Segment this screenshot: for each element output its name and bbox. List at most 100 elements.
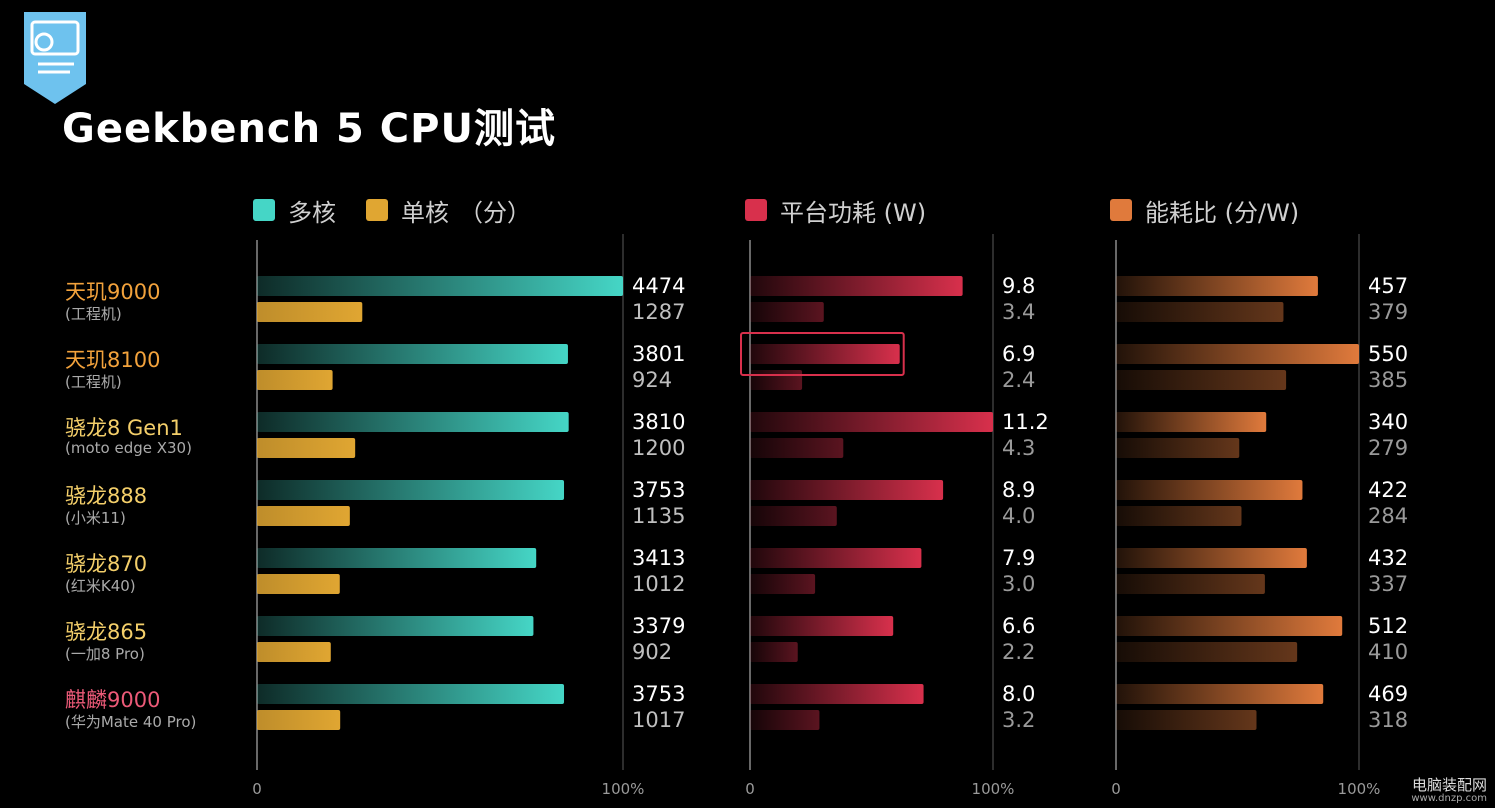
data-label: 3753	[632, 682, 685, 706]
data-label: 279	[1368, 436, 1408, 460]
bar-score-secondary	[257, 574, 340, 594]
bar-score-secondary	[257, 710, 341, 730]
bar-score-secondary	[257, 302, 363, 322]
data-label: 2.4	[1002, 368, 1035, 392]
data-label: 469	[1368, 682, 1408, 706]
device-note: (工程机)	[65, 305, 122, 323]
data-label: 340	[1368, 410, 1408, 434]
bar-power-primary	[750, 684, 924, 704]
bar-power-primary	[750, 616, 894, 636]
data-label: 550	[1368, 342, 1408, 366]
device-note: (小米11)	[65, 509, 126, 527]
bar-power-primary	[750, 480, 944, 500]
data-label: 3810	[632, 410, 685, 434]
bar-efficiency-primary	[1116, 616, 1343, 636]
data-label: 1287	[632, 300, 685, 324]
legend-swatch-multi	[253, 199, 275, 221]
bar-score-primary	[257, 344, 568, 364]
tick-label: 100%	[1338, 780, 1381, 798]
data-label: 422	[1368, 478, 1408, 502]
bar-power-secondary	[750, 370, 803, 390]
watermark: 电脑装配网 www.dnzp.com	[1411, 776, 1487, 804]
bar-efficiency-primary	[1116, 480, 1303, 500]
device-note: (moto edge X30)	[65, 439, 192, 457]
bar-power-primary	[750, 412, 993, 432]
data-label: 379	[1368, 300, 1408, 324]
legend-label-single: 单核	[401, 198, 449, 227]
legend-efficiency: 能耗比 (分/W)	[1110, 193, 1299, 227]
bar-score-secondary	[257, 642, 331, 662]
data-label: 6.9	[1002, 342, 1035, 366]
bar-power-secondary	[750, 574, 816, 594]
data-label: 432	[1368, 546, 1408, 570]
bar-power-secondary	[750, 506, 837, 526]
data-label: 3379	[632, 614, 685, 638]
page-title: Geekbench 5 CPU测试	[62, 106, 556, 152]
device-name: 天玑9000	[65, 280, 161, 304]
bar-efficiency-secondary	[1116, 710, 1257, 730]
legend-label-multi: 多核	[288, 198, 336, 227]
data-label: 512	[1368, 614, 1408, 638]
bar-score-secondary	[257, 506, 350, 526]
data-label: 337	[1368, 572, 1408, 596]
data-label: 6.6	[1002, 614, 1035, 638]
legend-label-efficiency: 能耗比 (分/W)	[1145, 198, 1300, 227]
bar-score-primary	[257, 412, 569, 432]
data-label: 3801	[632, 342, 685, 366]
legend-swatch-power	[745, 199, 767, 221]
bar-power-primary	[750, 276, 963, 296]
data-label: 8.0	[1002, 682, 1035, 706]
bar-score-primary	[257, 684, 565, 704]
legend-power: 平台功耗 (W)	[745, 193, 926, 227]
data-label: 4.3	[1002, 436, 1035, 460]
data-label: 924	[632, 368, 672, 392]
data-label: 2.2	[1002, 640, 1035, 664]
bar-score-primary	[257, 548, 537, 568]
device-name: 骁龙870	[65, 552, 148, 576]
site-logo-badge	[24, 12, 86, 104]
device-note: (红米K40)	[65, 577, 136, 595]
data-label: 1017	[632, 708, 685, 732]
bar-efficiency-secondary	[1116, 438, 1240, 458]
highlight-box	[740, 332, 905, 376]
data-label: 284	[1368, 504, 1408, 528]
bar-power-primary	[750, 344, 900, 364]
device-name: 天玑8100	[65, 348, 161, 372]
bar-score-primary	[257, 276, 623, 296]
bar-score-secondary	[257, 438, 356, 458]
data-label: 3413	[632, 546, 685, 570]
data-label: 3.0	[1002, 572, 1035, 596]
bar-efficiency-primary	[1116, 412, 1267, 432]
bar-power-secondary	[750, 438, 844, 458]
gear-icon	[34, 32, 54, 52]
data-label: 4.0	[1002, 504, 1035, 528]
data-label: 4474	[632, 274, 685, 298]
data-label: 11.2	[1002, 410, 1049, 434]
bar-efficiency-primary	[1116, 276, 1318, 296]
device-name: 骁龙8 Gen1	[65, 416, 183, 440]
data-label: 1012	[632, 572, 685, 596]
data-label: 8.9	[1002, 478, 1035, 502]
bar-efficiency-secondary	[1116, 302, 1284, 322]
data-label: 457	[1368, 274, 1408, 298]
bar-score-primary	[257, 616, 534, 636]
data-label: 318	[1368, 708, 1408, 732]
tick-label: 0	[745, 780, 755, 798]
data-label: 3753	[632, 478, 685, 502]
data-label: 1200	[632, 436, 685, 460]
bar-efficiency-secondary	[1116, 506, 1242, 526]
bar-efficiency-secondary	[1116, 642, 1298, 662]
bar-efficiency-secondary	[1116, 370, 1287, 390]
data-label: 410	[1368, 640, 1408, 664]
data-label: 7.9	[1002, 546, 1035, 570]
device-name: 麒麟9000	[65, 688, 161, 712]
device-note: (一加8 Pro)	[65, 645, 145, 663]
legend-swatch-efficiency	[1110, 199, 1132, 221]
device-name: 骁龙888	[65, 484, 148, 508]
bar-efficiency-primary	[1116, 344, 1359, 364]
device-name: 骁龙865	[65, 620, 148, 644]
legend-swatch-single	[366, 199, 388, 221]
legend-score-unit: （分）	[459, 198, 531, 227]
